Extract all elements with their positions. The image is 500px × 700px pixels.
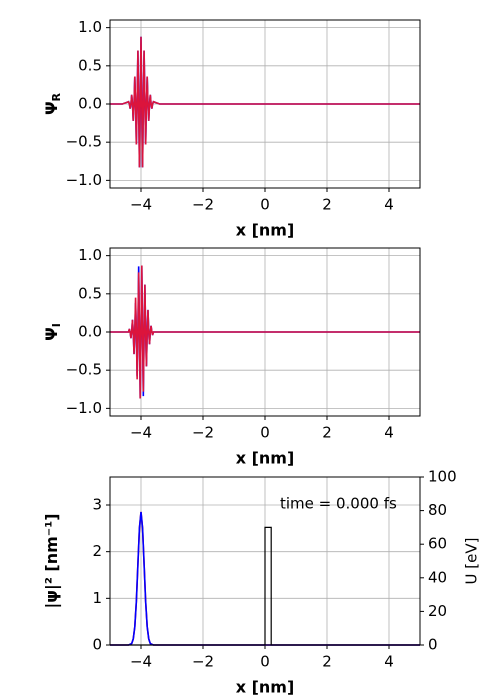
y2-tick-label: 0 [428,636,438,654]
x-tick-label: 4 [384,424,394,442]
y-tick-label: 1.0 [78,246,102,264]
x-tick-label: 4 [384,653,394,671]
plot-frame [109,476,421,646]
y-tick-label: 2 [92,542,102,560]
y-tick-label: 3 [92,496,102,514]
x-tick-label: −2 [192,424,214,442]
series-line [110,265,420,399]
series-line [110,36,420,168]
y-axis-label: ΨR [42,92,64,115]
x-tick-label: 0 [260,653,270,671]
x-tick-label: −4 [130,196,152,214]
y-tick-label: −0.5 [66,361,102,379]
x-tick-label: 4 [384,196,394,214]
y-tick-label: 1 [92,589,102,607]
y-tick-label: 1.0 [78,18,102,36]
x-tick-label: −4 [130,424,152,442]
y-tick-label: 0.0 [78,95,102,113]
y2-tick-label: 40 [428,568,447,586]
x-tick-label: 2 [322,196,332,214]
x-tick-label: −2 [192,196,214,214]
y-axis-label: |ψ|² [nm⁻¹] [42,513,62,608]
x-tick-label: −4 [130,653,152,671]
y-tick-label: −1.0 [66,171,102,189]
series-line [110,511,420,646]
y-tick-label: 0.0 [78,323,102,341]
y2-tick-label: 100 [428,468,457,486]
x-tick-label: 0 [260,196,270,214]
x-tick-label: 2 [322,424,332,442]
y2-tick-label: 60 [428,535,447,553]
x-tick-label: 2 [322,653,332,671]
y-tick-label: 0.5 [78,56,102,74]
y-tick-label: 0.5 [78,284,102,302]
y-axis-label-sub: I [50,323,63,327]
y2-axis-label: U [eV] [463,538,481,585]
annotation: time = 0.000 fs [280,495,397,513]
x-axis-label: x [nm] [236,449,295,468]
x-tick-label: 0 [260,424,270,442]
x-tick-label: −2 [192,653,214,671]
y-tick-label: −0.5 [66,133,102,151]
y-axis-label-main: Ψ [42,327,61,341]
y-axis-label-sub: R [50,92,63,101]
y2-tick-label: 80 [428,501,447,519]
y-axis-label-main: Ψ [42,101,61,115]
y-axis-label-main: |ψ|² [nm⁻¹] [42,513,62,608]
y-tick-label: 0 [92,636,102,654]
series-line [110,526,420,646]
x-axis-label: x [nm] [236,678,295,697]
x-axis-label: x [nm] [236,221,295,240]
plot-frame [109,19,421,189]
y2-tick-label: 20 [428,602,447,620]
y-tick-label: −1.0 [66,399,102,417]
y-axis-label: ΨI [42,323,64,341]
plot-frame [109,247,421,417]
